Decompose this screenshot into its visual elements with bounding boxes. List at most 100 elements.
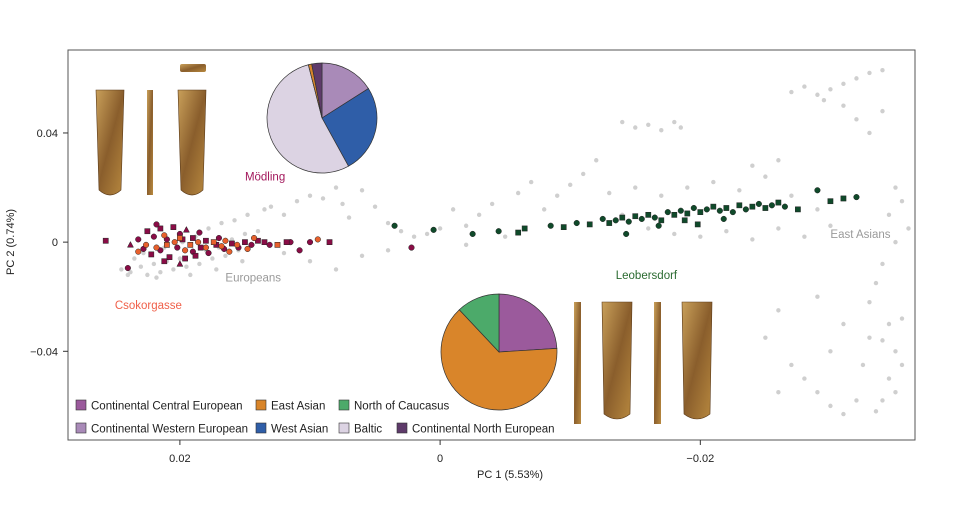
sample-point-csokorgasse: [177, 235, 183, 241]
legend-label: Continental North European: [412, 424, 555, 436]
reference-point: [711, 179, 716, 185]
reference-point: [255, 229, 261, 234]
sample-point-leobersdorf: [623, 230, 630, 237]
reference-point: [841, 411, 846, 417]
reference-point: [672, 119, 677, 125]
sample-point-csokorgasse: [195, 239, 202, 246]
sample-point-leobersdorf: [430, 226, 437, 233]
x-tick-label: 0.02: [169, 453, 190, 465]
reference-point: [184, 264, 189, 269]
group-label: Europeans: [225, 273, 281, 285]
reference-point: [398, 229, 404, 234]
sample-point-csokorgasse: [135, 248, 142, 255]
y-tick-label: 0.04: [37, 128, 58, 140]
axes: 0.02 0 −0.02 0.04 0 −0.04: [30, 128, 714, 465]
reference-point: [899, 362, 905, 368]
reference-point: [893, 349, 898, 354]
sample-point-mdling: [261, 239, 268, 245]
reference-point: [359, 253, 365, 258]
plot-frame: [67, 49, 916, 441]
x-axis-label: PC 1 (5.53%): [477, 469, 543, 481]
reference-point: [359, 188, 365, 193]
legend-swatch: [255, 399, 267, 411]
sample-point-leobersdorf: [694, 221, 701, 228]
scatter-points: [102, 67, 911, 417]
pie-slice: [458, 293, 500, 353]
reference-point: [141, 250, 146, 256]
reference-point: [245, 212, 250, 218]
group-label: Csokorgasse: [115, 300, 182, 312]
reference-point: [841, 81, 846, 87]
reference-point: [320, 196, 326, 201]
reference-point: [880, 108, 885, 114]
group-labels: Mödling Csokorgasse Leobersdorf Europeans Ea…: [115, 172, 891, 312]
sample-point-mdling: [248, 241, 255, 248]
reference-point: [821, 98, 827, 103]
sample-point-leobersdorf: [495, 228, 502, 235]
sample-point-leobersdorf: [655, 222, 662, 229]
reference-point: [886, 212, 892, 218]
reference-point: [171, 267, 176, 272]
sample-point-mdling: [205, 250, 212, 257]
reference-point: [346, 215, 352, 220]
reference-point: [776, 226, 781, 231]
reference-point: [281, 250, 287, 256]
sample-point-leobersdorf: [645, 211, 652, 218]
y-tick-label: −0.04: [30, 346, 58, 358]
reference-point: [307, 193, 313, 198]
sample-point-mdling: [127, 241, 134, 248]
reference-point: [240, 259, 245, 264]
sample-point-leobersdorf: [749, 203, 756, 210]
sample-point-csokorgasse: [226, 248, 233, 255]
pie-slice: [321, 62, 369, 119]
legend-swatch: [75, 399, 87, 411]
reference-point: [515, 190, 521, 196]
reference-point: [776, 158, 781, 163]
sample-point-mdling: [296, 247, 303, 254]
reference-point: [385, 248, 391, 253]
sample-point-csokorgasse: [274, 242, 281, 248]
legend-swatch: [255, 422, 267, 434]
sample-point-leobersdorf: [573, 219, 580, 227]
sample-point-mdling: [192, 252, 199, 259]
sample-point-leobersdorf: [391, 222, 398, 229]
group-label: Leobersdorf: [616, 270, 678, 282]
sample-point-csokorgasse: [202, 244, 209, 251]
reference-point: [789, 193, 794, 198]
reference-point: [385, 220, 391, 226]
reference-point: [906, 226, 911, 231]
sample-point-leobersdorf: [716, 207, 723, 214]
sample-point-mdling: [196, 229, 203, 236]
sample-point-mdling: [229, 240, 235, 247]
sample-point-mdling: [170, 224, 177, 230]
reference-point: [154, 275, 159, 280]
pie-slice: [440, 309, 558, 411]
sample-point-mdling: [174, 244, 181, 251]
reference-point: [119, 267, 124, 272]
reference-point: [724, 229, 729, 234]
sample-point-csokorgasse: [182, 247, 189, 254]
reference-point: [802, 84, 807, 89]
sample-point-mdling: [283, 239, 290, 245]
sample-point-leobersdorf: [638, 215, 645, 222]
sample-point-leobersdorf: [684, 210, 691, 217]
reference-point: [854, 117, 859, 122]
legend-label: Continental Western European: [91, 424, 248, 436]
sample-point-csokorgasse: [234, 241, 241, 248]
reference-point: [873, 409, 879, 414]
sample-point-leobersdorf: [619, 214, 626, 221]
legend-swatch: [396, 422, 408, 434]
sample-point-leobersdorf: [853, 194, 860, 201]
sample-point-leobersdorf: [840, 195, 847, 202]
reference-point: [581, 171, 586, 177]
reference-point: [151, 261, 157, 267]
reference-point: [886, 376, 892, 381]
reference-point: [197, 261, 202, 267]
artifact-photos: [95, 64, 713, 424]
reference-point: [854, 76, 859, 81]
reference-point: [262, 207, 267, 212]
reference-point: [333, 185, 339, 190]
artifact-image-leobersdorf: [574, 301, 713, 424]
reference-point: [206, 226, 211, 231]
